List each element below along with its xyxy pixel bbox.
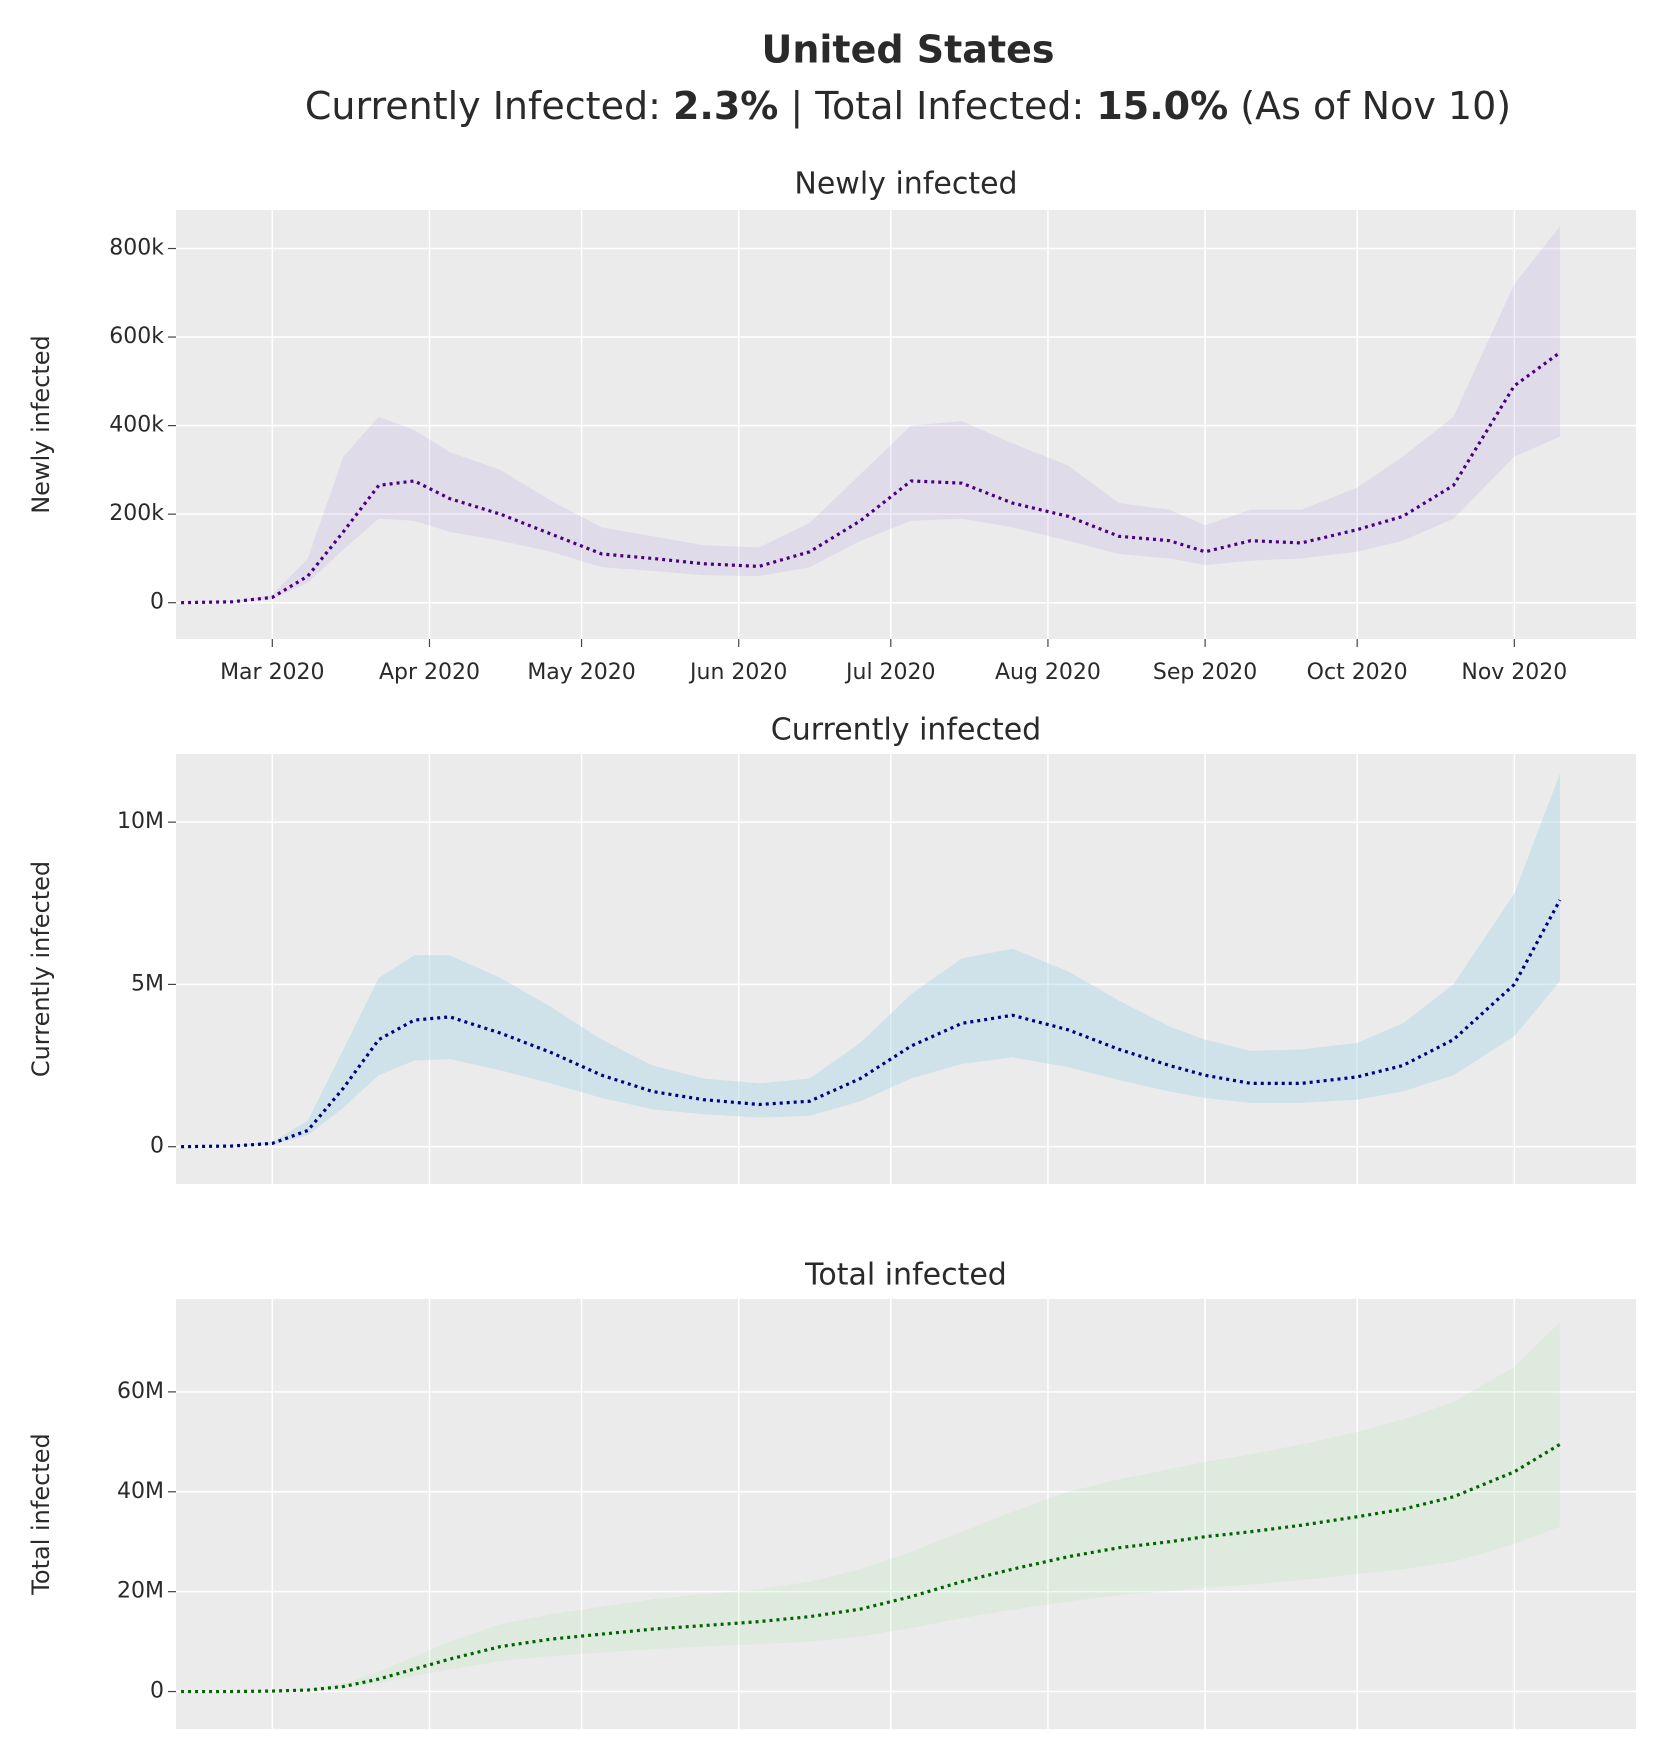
subtitle-value: 2.3% xyxy=(673,84,778,128)
estimate-line xyxy=(181,899,1562,1149)
y-tick-label: 0 xyxy=(150,1679,164,1704)
page-title: United States xyxy=(761,28,1054,72)
page-subtitle: Currently Infected: 2.3% | Total Infecte… xyxy=(305,84,1511,129)
x-tick-label: Sep 2020 xyxy=(1153,660,1257,685)
y-axis-label: Newly infected xyxy=(27,335,55,514)
y-tick-label: 60M xyxy=(117,1379,164,1404)
x-tick-label: Aug 2020 xyxy=(995,660,1101,685)
x-tick-label: Nov 2020 xyxy=(1461,660,1567,685)
y-tick-label: 20M xyxy=(117,1579,164,1604)
y-tick-label: 600k xyxy=(109,324,164,349)
uncertainty-band xyxy=(181,773,1560,1147)
y-tick-label: 0 xyxy=(150,1134,164,1159)
subplot-title: Total infected xyxy=(804,1258,1007,1293)
y-axis-label: Currently infected xyxy=(27,861,55,1077)
subplot-title: Newly infected xyxy=(794,167,1017,202)
subtitle-part: (As of Nov 10) xyxy=(1228,84,1511,128)
y-tick-label: 10M xyxy=(117,809,164,834)
uncertainty-band xyxy=(181,1321,1560,1692)
x-tick-label: Apr 2020 xyxy=(379,660,480,685)
y-axis-label: Total infected xyxy=(27,1433,55,1595)
x-tick-label: May 2020 xyxy=(527,660,635,685)
estimate-line xyxy=(181,351,1561,605)
x-tick-label: Oct 2020 xyxy=(1307,660,1408,685)
y-tick-label: 800k xyxy=(109,236,164,261)
y-tick-label: 5M xyxy=(131,971,164,996)
plot-background xyxy=(176,210,1636,639)
x-tick-label: Jun 2020 xyxy=(688,660,787,685)
subtitle-value: 15.0% xyxy=(1096,84,1228,128)
y-tick-label: 40M xyxy=(117,1479,164,1504)
x-tick-label: Mar 2020 xyxy=(220,660,325,685)
subtitle-part: | Total Infected: xyxy=(778,84,1096,129)
plot-background xyxy=(176,1299,1636,1729)
subtitle-part: Currently Infected: xyxy=(305,84,673,128)
uncertainty-band xyxy=(181,226,1560,603)
y-tick-label: 400k xyxy=(109,413,164,438)
y-tick-label: 200k xyxy=(109,501,164,526)
y-tick-label: 0 xyxy=(150,590,164,615)
subplot-title: Currently infected xyxy=(771,713,1041,748)
plot-background xyxy=(176,754,1636,1184)
x-tick-label: Jul 2020 xyxy=(844,660,936,685)
